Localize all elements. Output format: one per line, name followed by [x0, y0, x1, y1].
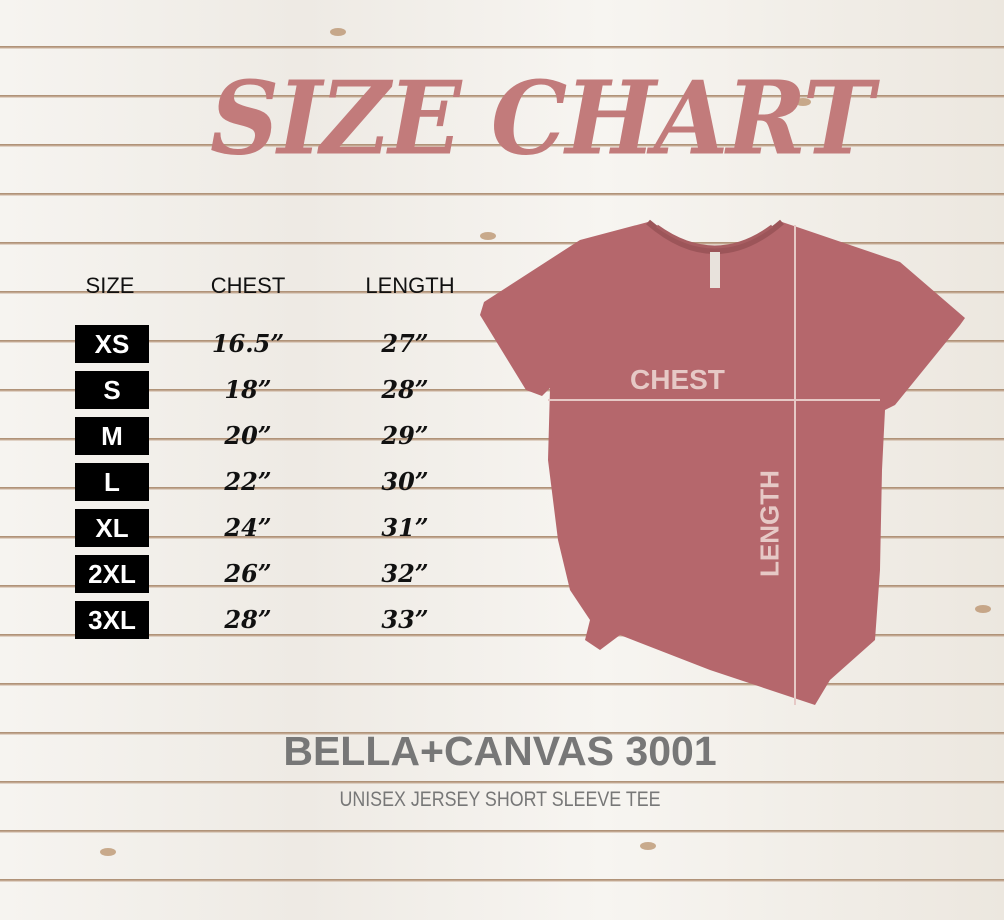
chest-value: 28”: [224, 605, 272, 634]
size-badge: XS: [75, 325, 149, 363]
wood-knot: [795, 98, 811, 106]
length-value: 33”: [381, 605, 429, 634]
chest-value: 16.5”: [211, 329, 285, 358]
wood-knot: [330, 28, 346, 36]
length-value: 31”: [381, 513, 429, 542]
size-badge: 2XL: [75, 555, 149, 593]
chest-value: 22”: [224, 467, 272, 496]
length-value: 27”: [381, 329, 429, 358]
header-size: SIZE: [85, 273, 135, 298]
wood-knot: [640, 842, 656, 850]
length-value: 28”: [381, 375, 429, 404]
wood-knot: [480, 232, 496, 240]
size-badge: M: [75, 417, 149, 455]
size-badge: L: [75, 463, 149, 501]
size-badge: XL: [75, 509, 149, 547]
size-badge: 3XL: [75, 601, 149, 639]
wood-knot: [975, 605, 991, 613]
chest-value: 26”: [224, 559, 272, 588]
product-subtitle: UNISEX JERSEY SHORT SLEEVE TEE: [339, 788, 661, 811]
chest-value: 24”: [224, 513, 272, 542]
length-value: 30”: [381, 467, 429, 496]
chest-measure-label: CHEST: [630, 364, 725, 395]
header-length: LENGTH: [365, 273, 455, 298]
header-chest: CHEST: [210, 273, 286, 298]
length-measure-label: LENGTH: [754, 470, 785, 577]
chest-value: 20”: [224, 421, 272, 450]
chest-value: 18”: [224, 375, 272, 404]
length-value: 32”: [381, 559, 429, 588]
page-title: SIZE CHART: [210, 59, 874, 178]
tshirt-image: [480, 219, 965, 705]
length-value: 29”: [381, 421, 429, 450]
brand-model: BELLA+CANVAS 3001: [283, 728, 717, 774]
size-badge: S: [75, 371, 149, 409]
wood-knot: [100, 848, 116, 856]
